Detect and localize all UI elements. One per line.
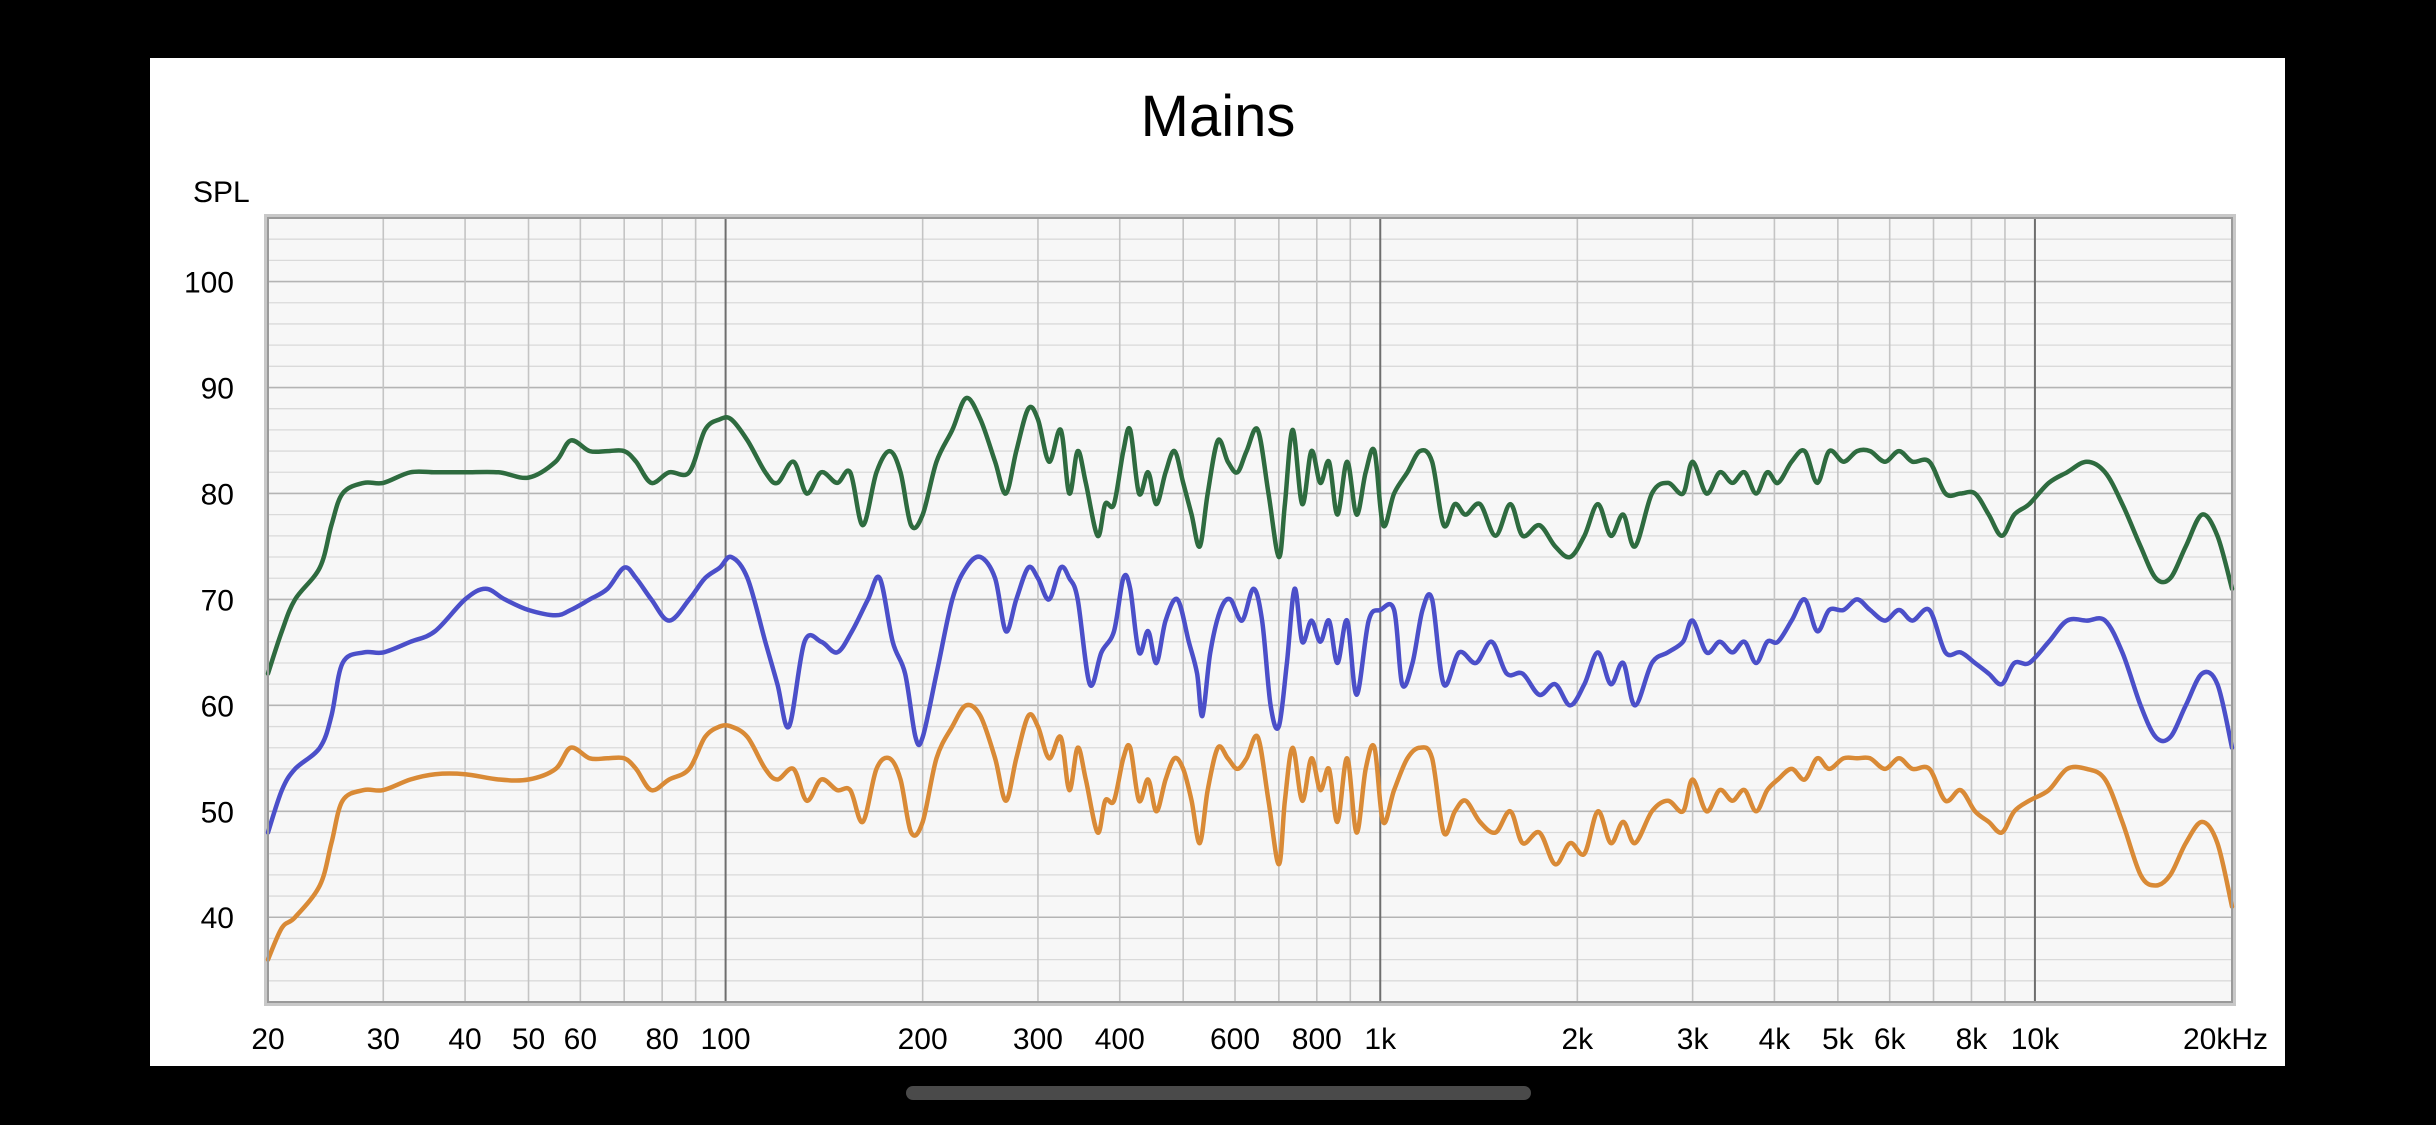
plot-border bbox=[267, 217, 2233, 1003]
x-tick-label: 10k bbox=[2011, 1023, 2060, 1056]
x-tick-label: 200 bbox=[898, 1023, 948, 1056]
grid-lines bbox=[267, 217, 2233, 1003]
x-tick-label: 8k bbox=[1956, 1023, 1989, 1056]
y-tick-label: 90 bbox=[201, 373, 234, 406]
y-tick-label: 40 bbox=[201, 902, 234, 935]
y-axis-ticks: 40 50 60 70 80 90 100 bbox=[184, 267, 234, 936]
y-tick-label: 80 bbox=[201, 478, 234, 511]
x-tick-label: 1k bbox=[1364, 1023, 1397, 1056]
y-tick-label: 70 bbox=[201, 584, 234, 617]
x-tick-label: 20 bbox=[251, 1023, 284, 1056]
x-tick-label: 60 bbox=[564, 1023, 597, 1056]
x-tick-label: 300 bbox=[1013, 1023, 1063, 1056]
x-tick-label: 400 bbox=[1095, 1023, 1145, 1056]
y-tick-label: 60 bbox=[201, 690, 234, 723]
series-line-3 bbox=[265, 702, 2235, 962]
home-indicator-bar bbox=[906, 1086, 1531, 1100]
x-tick-label: 3k bbox=[1677, 1023, 1710, 1056]
y-tick-label: 50 bbox=[201, 796, 234, 829]
y-tick-label: 100 bbox=[184, 267, 234, 300]
y-axis-label: SPL bbox=[193, 176, 250, 209]
x-tick-label: 40 bbox=[448, 1023, 481, 1056]
series-line-1 bbox=[265, 395, 2235, 676]
plot-area bbox=[268, 218, 2232, 1002]
x-tick-label: 20kHz bbox=[2183, 1023, 2268, 1056]
x-tick-label: 5k bbox=[1822, 1023, 1855, 1056]
x-tick-label: 2k bbox=[1561, 1023, 1594, 1056]
x-tick-label: 80 bbox=[645, 1023, 678, 1056]
series-line-2 bbox=[265, 554, 2235, 835]
x-tick-label: 30 bbox=[367, 1023, 400, 1056]
x-tick-label: 800 bbox=[1292, 1023, 1342, 1056]
x-tick-label: 50 bbox=[512, 1023, 545, 1056]
x-axis-ticks: 20 30 40 50 60 80 100 200 300 400 600 800 1k 2k 3k 4k 5k… bbox=[251, 1023, 2268, 1056]
x-tick-label: 6k bbox=[1874, 1023, 1907, 1056]
x-tick-label: 4k bbox=[1759, 1023, 1792, 1056]
x-tick-label: 600 bbox=[1210, 1023, 1260, 1056]
chart-title: Mains bbox=[1141, 84, 1296, 149]
x-tick-label: 100 bbox=[701, 1023, 751, 1056]
series-lines bbox=[265, 395, 2235, 962]
